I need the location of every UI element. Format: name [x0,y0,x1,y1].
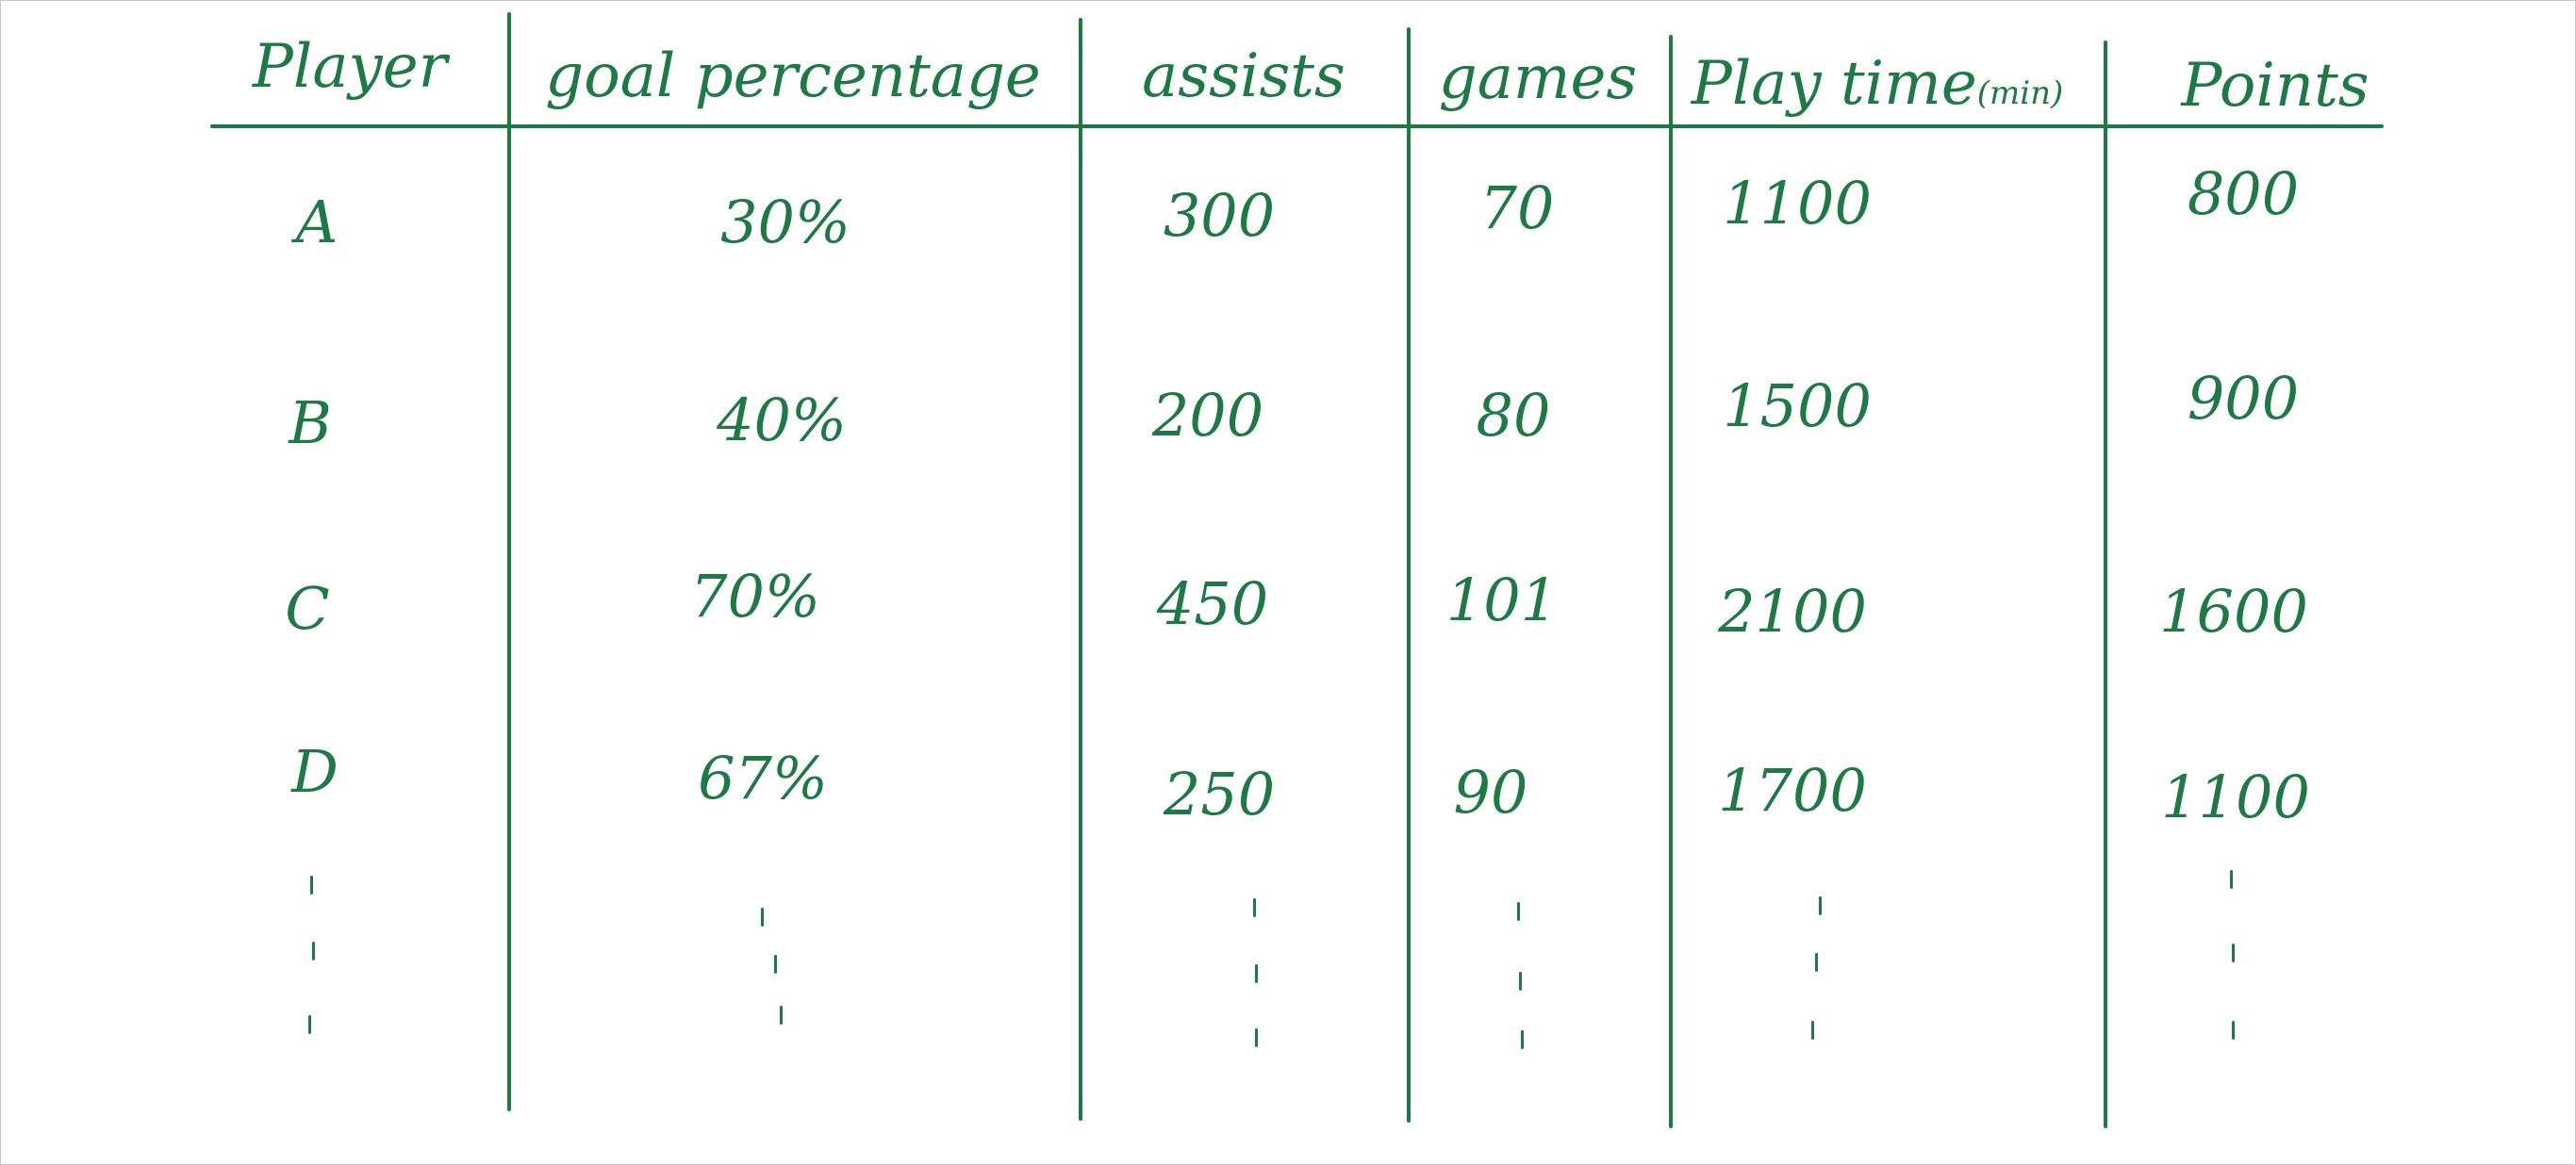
continuation-mark [2230,870,2233,889]
continuation-mark [761,908,764,927]
cell-goal-percentage-c: 70% [690,562,820,631]
continuation-mark [1811,1021,1814,1040]
cell-goal-percentage-b: 40% [717,386,847,454]
cell-player-d: D [291,737,339,806]
column-divider-2 [1079,18,1082,1121]
cell-assists-d: 250 [1163,760,1276,829]
column-divider-5 [2104,41,2107,1128]
continuation-mark [1255,964,1258,983]
cell-play-time-b: 1500 [1723,371,1872,440]
column-divider-1 [507,12,511,1111]
cell-goal-percentage-a: 30% [720,188,850,256]
cell-assists-b: 200 [1151,381,1264,450]
cell-points-a: 800 [2187,159,2300,228]
cell-assists-a: 300 [1163,181,1276,250]
cell-play-time-d: 1700 [1718,756,1867,825]
continuation-mark [1819,896,1822,915]
header-assists: assists [1142,41,1346,111]
cell-player-a: A [295,188,339,256]
cell-games-c: 101 [1445,566,1559,634]
continuation-mark [312,942,315,960]
header-play-time-label: Play time [1691,49,1977,119]
header-points: Points [2181,51,2370,121]
column-divider-4 [1669,35,1673,1128]
header-play-time: Play time(min) [1692,54,2063,114]
header-games: games [1438,43,1638,113]
cell-points-b: 900 [2187,364,2300,433]
cell-games-a: 70 [1479,173,1555,242]
cell-player-c: C [285,574,330,643]
cell-player-b: B [289,388,332,457]
column-divider-3 [1407,27,1411,1123]
continuation-mark [1519,972,1522,991]
header-rule [210,124,2384,128]
continuation-mark [1255,1028,1258,1047]
header-play-time-unit: (min) [1976,74,2064,112]
cell-play-time-c: 2100 [1718,577,1867,646]
cell-points-c: 1600 [2159,577,2308,646]
continuation-mark [1815,953,1818,972]
cell-goal-percentage-d: 67% [698,744,828,812]
cell-games-b: 80 [1476,381,1551,450]
continuation-mark [2232,943,2235,962]
cell-play-time-a: 1100 [1723,169,1872,238]
continuation-mark [1517,902,1520,921]
cell-games-d: 90 [1453,758,1528,827]
continuation-mark [780,1006,783,1025]
continuation-mark [310,876,313,894]
continuation-mark [2232,1021,2235,1040]
continuation-mark [1521,1030,1524,1049]
cell-points-d: 1100 [2161,763,2310,831]
header-player: Player [252,32,448,102]
continuation-mark [774,955,777,974]
header-goal-percentage: goal percentage [545,41,1041,111]
cell-assists-c: 450 [1156,569,1269,638]
continuation-mark [1253,898,1256,917]
continuation-mark [308,1015,311,1034]
